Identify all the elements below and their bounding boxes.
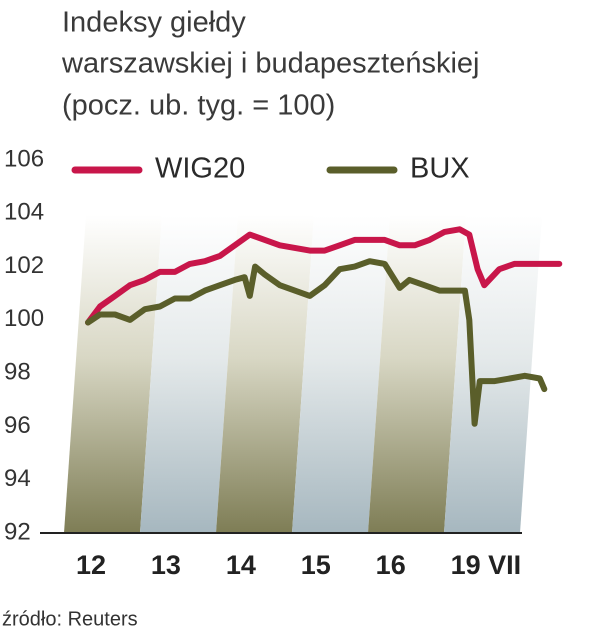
y-tick-label: 96 xyxy=(4,412,31,439)
y-tick-label: 104 xyxy=(4,199,44,226)
legend-label: WIG20 xyxy=(155,153,245,185)
band xyxy=(64,215,162,533)
chart-title: (pocz. ub. tyg. = 100) xyxy=(62,90,335,122)
y-tick-label: 94 xyxy=(4,465,31,492)
band xyxy=(140,215,238,533)
chart-title: Indeksy giełdy xyxy=(62,7,246,39)
y-tick-label: 100 xyxy=(4,305,44,332)
x-tick-label: 16 xyxy=(376,550,406,580)
x-tick-label: 15 xyxy=(301,550,331,580)
x-tick-label: 13 xyxy=(151,550,181,580)
legend-label: BUX xyxy=(410,153,470,185)
x-tick-label: 14 xyxy=(226,550,256,580)
chart-title: warszawskiej i budapeszteńskiej xyxy=(61,48,479,80)
series-line xyxy=(85,258,548,427)
y-tick-label: 102 xyxy=(4,252,44,279)
y-tick-label: 98 xyxy=(4,358,31,385)
band xyxy=(216,215,314,533)
x-tick-label: 12 xyxy=(76,550,106,580)
y-tick-label: 106 xyxy=(4,145,44,172)
source: źródło: Reuters xyxy=(2,608,138,630)
y-tick-label: 92 xyxy=(4,518,31,545)
series-line xyxy=(85,226,563,326)
band xyxy=(368,215,466,533)
x-tick-label: 19 VII xyxy=(451,550,522,580)
